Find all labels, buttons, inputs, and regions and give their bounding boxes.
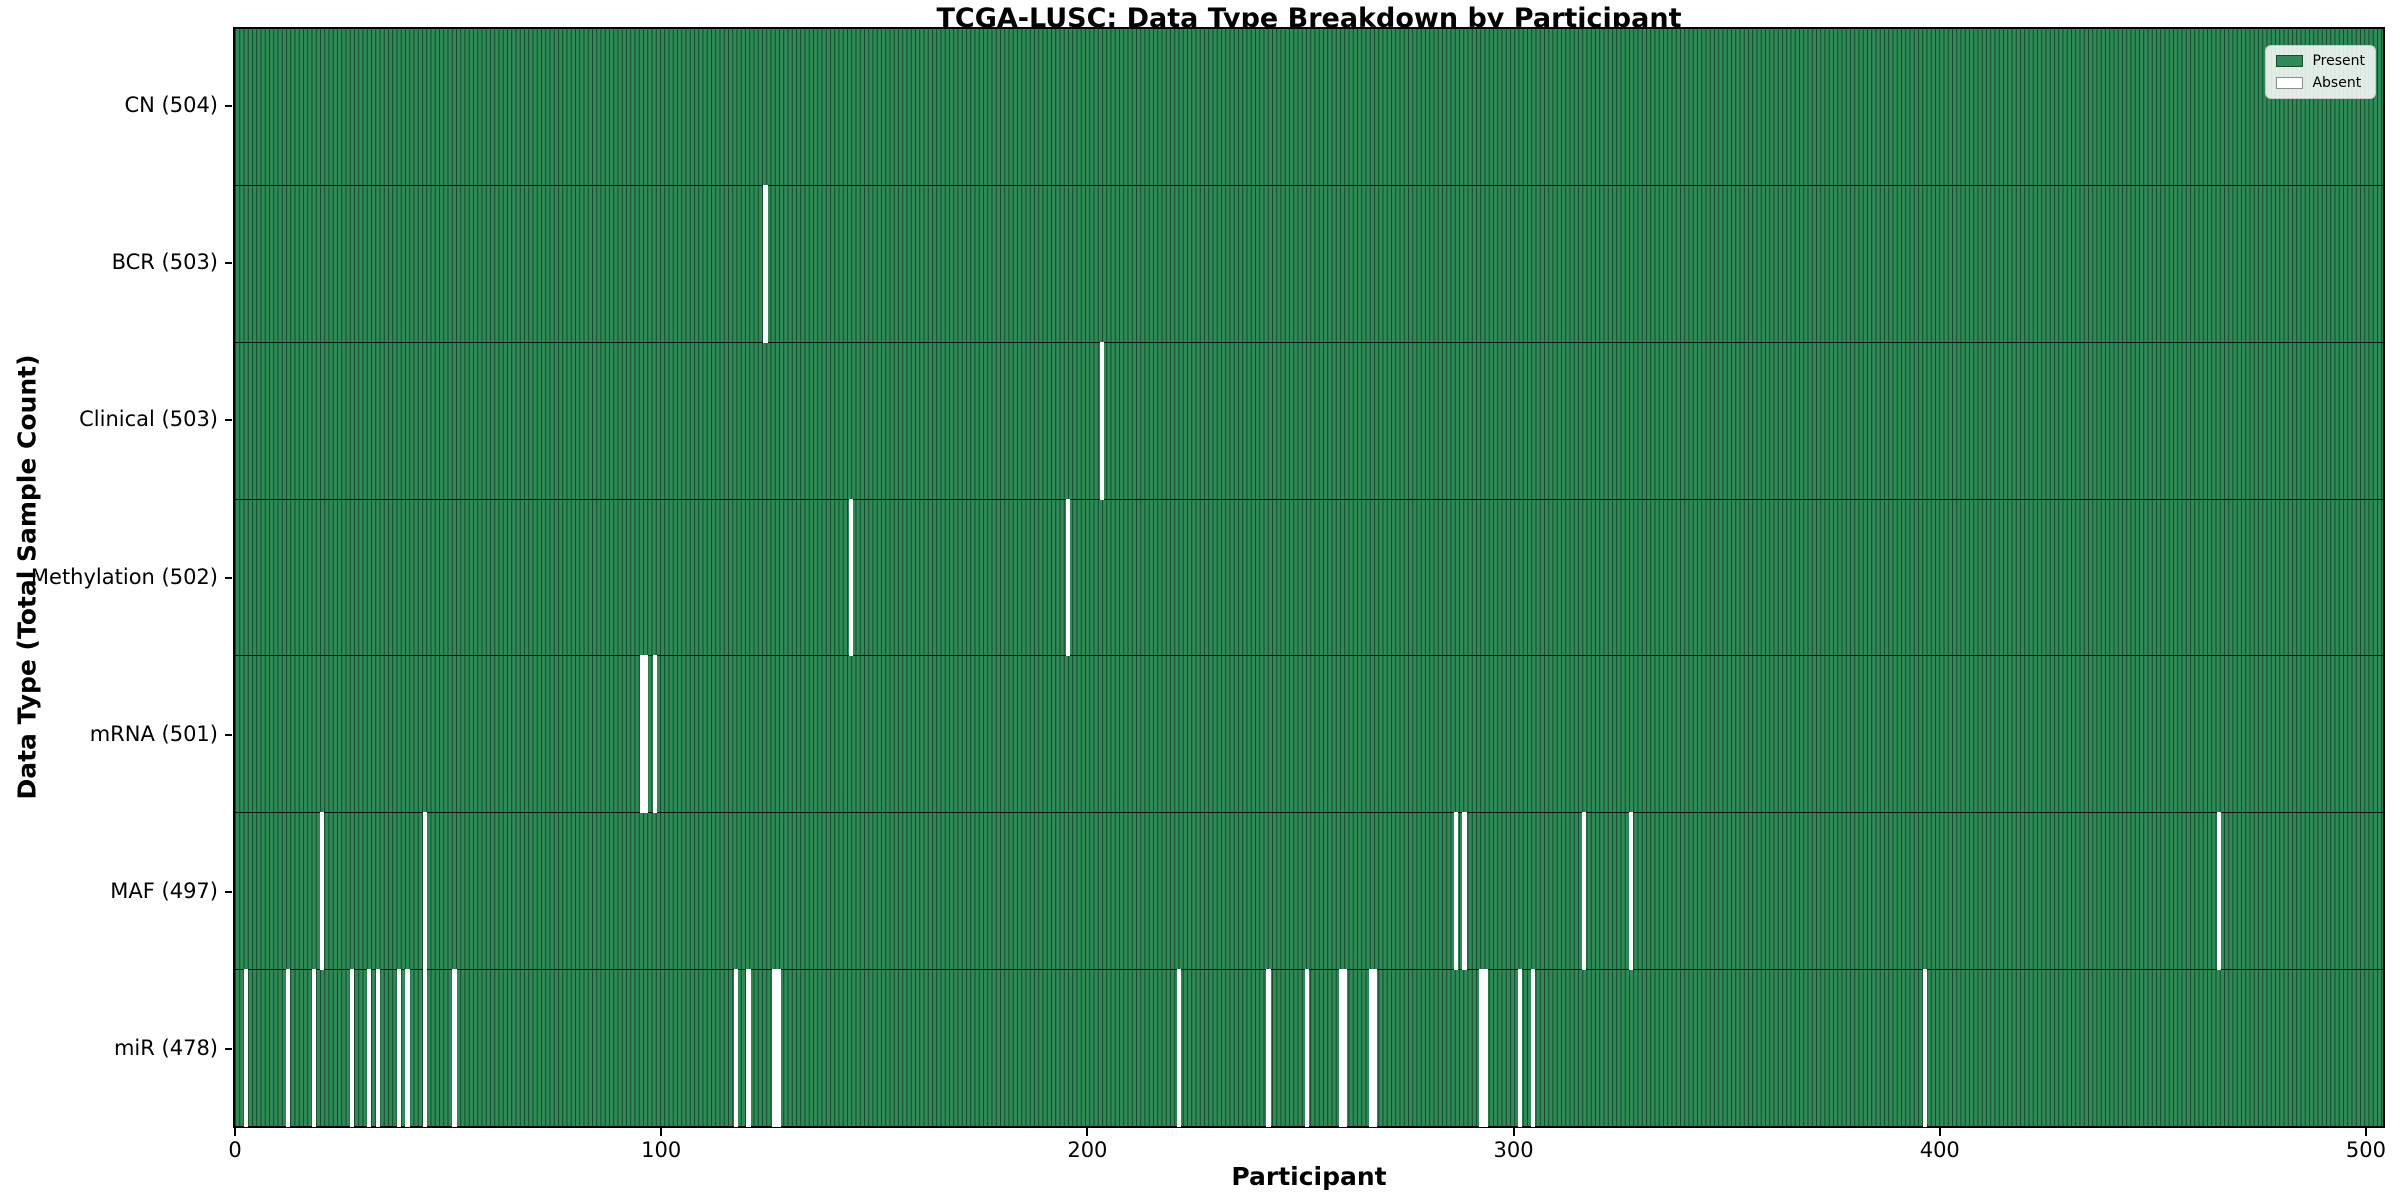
legend-item-absent: Absent <box>2276 75 2365 91</box>
y-tick-label: CN (504) <box>124 92 218 117</box>
y-tick-mark <box>225 576 232 579</box>
data-row-BCR <box>235 184 2383 343</box>
x-tick-mark <box>1938 1128 1941 1136</box>
x-axis-label: Participant <box>1231 1162 1387 1191</box>
data-row-miR <box>235 969 2383 1128</box>
x-tick-mark <box>660 1128 663 1136</box>
x-tick-label: 300 <box>1493 1138 1534 1162</box>
x-tick-mark <box>1086 1128 1089 1136</box>
absent-gap <box>405 969 410 1128</box>
absent-gap <box>350 969 355 1128</box>
absent-gap <box>733 969 738 1128</box>
absent-gap <box>286 969 291 1128</box>
x-tick-mark <box>2364 1128 2367 1136</box>
absent-gap <box>639 655 645 814</box>
absent-gap <box>652 655 657 814</box>
x-tick-mark <box>1512 1128 1515 1136</box>
absent-gap <box>2216 812 2222 971</box>
y-tick-mark <box>225 891 232 894</box>
x-tick-label: 0 <box>228 1138 242 1162</box>
absent-gap <box>1453 812 1459 971</box>
absent-gap <box>644 655 649 814</box>
y-tick-mark <box>225 104 232 107</box>
legend: Present Absent <box>2265 45 2376 99</box>
absent-gap <box>1304 969 1309 1128</box>
x-tick-label: 400 <box>1919 1138 1960 1162</box>
x-tick-mark <box>234 1128 236 1136</box>
y-tick-label: mRNA (501) <box>89 721 218 746</box>
legend-label-present: Present <box>2312 53 2365 69</box>
absent-gap <box>1266 969 1271 1128</box>
absent-gap <box>1368 969 1373 1128</box>
y-tick-label: MAF (497) <box>110 879 218 904</box>
y-tick-label: Clinical (503) <box>79 407 218 432</box>
y-tick-mark <box>225 733 232 736</box>
absent-gap <box>848 498 853 657</box>
absent-gap <box>1372 969 1378 1128</box>
absent-gap <box>1479 969 1484 1128</box>
absent-gap <box>320 812 325 971</box>
y-tick-mark <box>225 261 232 264</box>
plot-area: Present Absent <box>233 27 2385 1128</box>
data-row-MAF <box>235 812 2383 971</box>
data-row-CN <box>235 29 2383 185</box>
legend-swatch-present <box>2276 55 2304 67</box>
absent-gap <box>396 969 402 1128</box>
absent-gap <box>1176 969 1182 1128</box>
absent-gap <box>1517 969 1523 1128</box>
x-tick-label: 200 <box>1067 1138 1108 1162</box>
data-row-mRNA <box>235 655 2383 814</box>
absent-gap <box>311 969 316 1128</box>
absent-gap <box>776 969 781 1128</box>
y-tick-label: miR (478) <box>113 1036 218 1061</box>
absent-gap <box>243 969 248 1128</box>
absent-gap <box>452 969 457 1128</box>
legend-item-present: Present <box>2276 53 2365 69</box>
absent-gap <box>1100 341 1105 500</box>
absent-gap <box>375 969 380 1128</box>
y-tick-label: Methylation (502) <box>30 564 218 589</box>
absent-gap <box>1066 498 1071 657</box>
absent-gap <box>1462 812 1467 971</box>
absent-gap <box>1483 969 1488 1128</box>
absent-gap <box>422 812 427 971</box>
x-tick-label: 100 <box>641 1138 682 1162</box>
y-tick-mark <box>225 1048 232 1051</box>
absent-gap <box>1343 969 1348 1128</box>
data-row-Methylation <box>235 498 2383 657</box>
legend-swatch-absent <box>2276 77 2304 89</box>
legend-label-absent: Absent <box>2312 75 2362 91</box>
absent-gap <box>1338 969 1344 1128</box>
absent-gap <box>1922 969 1927 1128</box>
absent-gap <box>1628 812 1633 971</box>
y-tick-mark <box>225 419 232 422</box>
y-tick-label: BCR (503) <box>111 249 218 274</box>
data-row-Clinical <box>235 341 2383 500</box>
absent-gap <box>746 969 751 1128</box>
absent-gap <box>367 969 372 1128</box>
absent-gap <box>772 969 777 1128</box>
absent-gap <box>1581 812 1586 971</box>
absent-gap <box>1530 969 1535 1128</box>
x-tick-label: 500 <box>2345 1138 2386 1162</box>
absent-gap <box>763 184 768 343</box>
absent-gap <box>422 969 427 1128</box>
